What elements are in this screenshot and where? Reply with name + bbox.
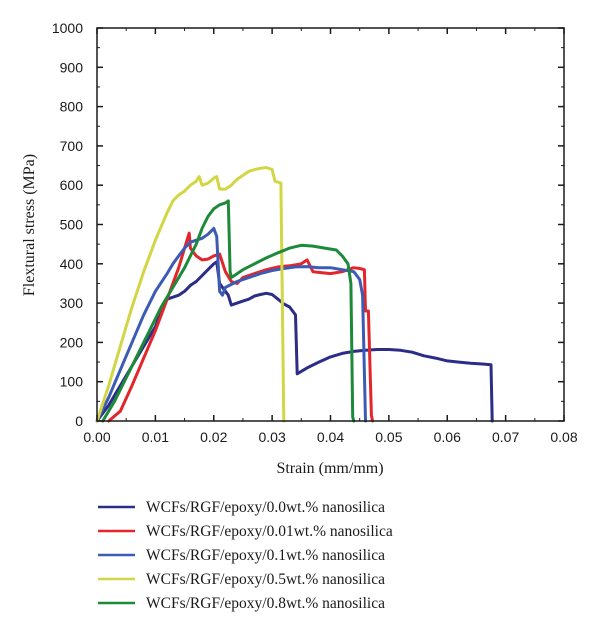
series-lines xyxy=(95,166,494,423)
legend-label-1: WCFs/RGF/epoxy/0.01wt.% nanosilica xyxy=(146,523,393,540)
y-tick-label: 200 xyxy=(60,334,84,350)
x-tick-label: 0.08 xyxy=(550,429,577,445)
y-tick-label: 800 xyxy=(60,99,84,115)
legend-label-4: WCFs/RGF/epoxy/0.8wt.% nanosilica xyxy=(146,595,385,612)
x-axis-label: Strain (mm/mm) xyxy=(276,460,383,477)
y-tick-label: 900 xyxy=(60,59,84,75)
y-tick-label: 400 xyxy=(60,256,84,272)
x-tick-label: 0.06 xyxy=(434,429,461,445)
legend-label-2: WCFs/RGF/epoxy/0.1wt.% nanosilica xyxy=(146,547,385,564)
legend: WCFs/RGF/epoxy/0.0wt.% nanosilica WCFs/RG… xyxy=(98,499,393,612)
y-tick-label: 300 xyxy=(60,295,84,311)
y-tick-label: 1000 xyxy=(52,20,83,36)
x-tick-label: 0.03 xyxy=(259,429,286,445)
x-tick-label: 0.04 xyxy=(317,429,344,445)
x-tick-label: 0.07 xyxy=(492,429,519,445)
x-tick-label: 0.05 xyxy=(375,429,402,445)
axes: 0.00 0.01 0.02 0.03 0.04 0.05 0.06 0.07 0.08 0 100… xyxy=(52,20,578,445)
y-tick-label: 500 xyxy=(60,217,84,233)
x-tick-label: 0.02 xyxy=(200,429,227,445)
y-tick-label: 0 xyxy=(75,413,83,429)
y-tick-label: 600 xyxy=(60,177,84,193)
y-axis-label: Flextural stress (MPa) xyxy=(21,154,38,296)
y-tick-label: 100 xyxy=(60,374,84,390)
series-line-4 xyxy=(101,199,356,423)
x-tick-label: 0.01 xyxy=(142,429,169,445)
axes-frame xyxy=(96,27,565,422)
y-tick-label: 700 xyxy=(60,138,84,154)
series-line-3 xyxy=(95,166,286,423)
legend-label-3: WCFs/RGF/epoxy/0.5wt.% nanosilica xyxy=(146,571,385,588)
series-line-2 xyxy=(95,226,367,423)
series-line-0 xyxy=(95,260,494,423)
legend-label-0: WCFs/RGF/epoxy/0.0wt.% nanosilica xyxy=(146,499,385,516)
x-tick-label: 0.00 xyxy=(83,429,110,445)
